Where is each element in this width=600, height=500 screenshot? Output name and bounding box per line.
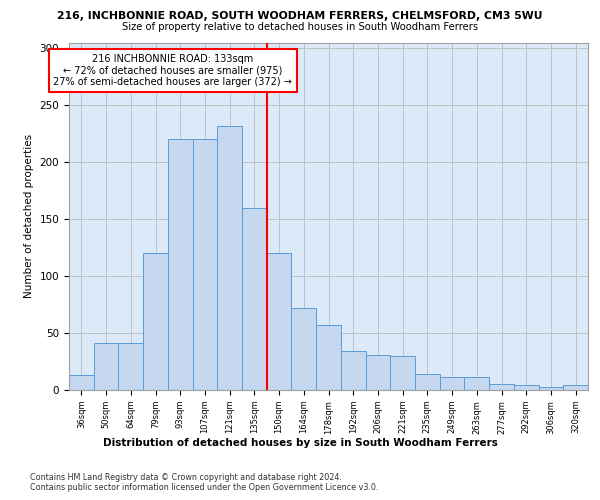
Bar <box>292 308 316 390</box>
Bar <box>118 344 143 390</box>
Bar <box>242 208 267 390</box>
Bar <box>69 375 94 390</box>
Text: Contains HM Land Registry data © Crown copyright and database right 2024.: Contains HM Land Registry data © Crown c… <box>30 472 342 482</box>
Bar <box>390 356 415 390</box>
Bar <box>267 254 292 390</box>
Bar <box>514 386 539 390</box>
Bar <box>168 140 193 390</box>
Bar <box>217 126 242 390</box>
Bar <box>193 140 217 390</box>
Bar <box>563 386 588 390</box>
Bar <box>464 378 489 390</box>
Text: Size of property relative to detached houses in South Woodham Ferrers: Size of property relative to detached ho… <box>122 22 478 32</box>
Bar <box>489 384 514 390</box>
Bar <box>143 254 168 390</box>
Bar <box>539 386 563 390</box>
Bar <box>341 352 365 390</box>
Bar <box>415 374 440 390</box>
Text: 216, INCHBONNIE ROAD, SOUTH WOODHAM FERRERS, CHELMSFORD, CM3 5WU: 216, INCHBONNIE ROAD, SOUTH WOODHAM FERR… <box>57 11 543 21</box>
Bar <box>365 354 390 390</box>
Text: Distribution of detached houses by size in South Woodham Ferrers: Distribution of detached houses by size … <box>103 438 497 448</box>
Text: 216 INCHBONNIE ROAD: 133sqm
← 72% of detached houses are smaller (975)
27% of se: 216 INCHBONNIE ROAD: 133sqm ← 72% of det… <box>53 54 292 87</box>
Bar <box>94 344 118 390</box>
Bar <box>316 325 341 390</box>
Text: Contains public sector information licensed under the Open Government Licence v3: Contains public sector information licen… <box>30 484 379 492</box>
Y-axis label: Number of detached properties: Number of detached properties <box>24 134 34 298</box>
Bar <box>440 378 464 390</box>
